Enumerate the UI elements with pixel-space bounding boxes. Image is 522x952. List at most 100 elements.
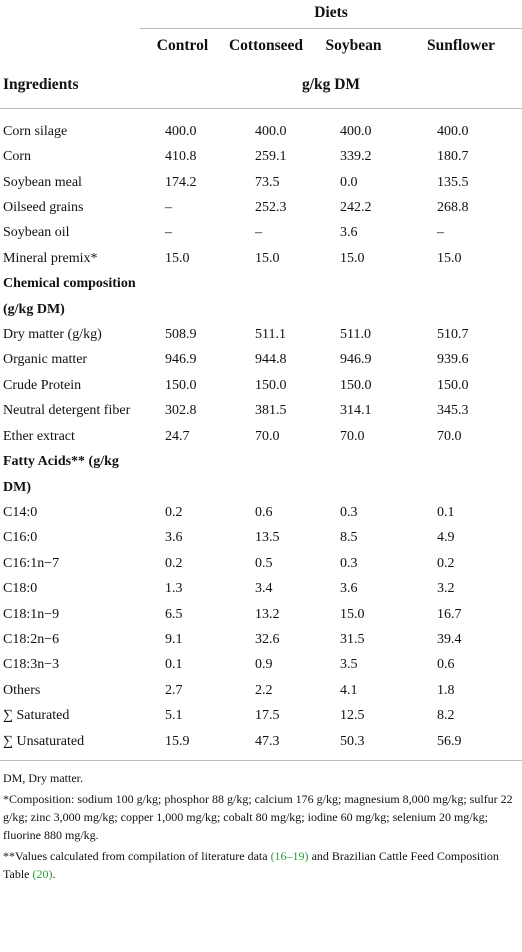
- table-row: C16:0 3.6 13.5 8.5 4.9: [0, 525, 522, 550]
- cell-value: 15.0: [255, 250, 280, 266]
- row-label: Corn silage: [3, 123, 68, 139]
- cell-value: 4.1: [340, 682, 358, 698]
- citation: (16–19): [270, 848, 309, 863]
- column-header: Soybean: [325, 37, 382, 54]
- table-row: Soybean meal 174.2 73.5 0.0 135.5: [0, 170, 522, 195]
- cell-value: 0.0: [340, 174, 358, 190]
- cell-value: 511.1: [255, 327, 286, 343]
- cell-value: 5.1: [165, 708, 183, 724]
- cell-value: 400.0: [437, 123, 469, 139]
- cell-value: 150.0: [255, 377, 287, 393]
- column-header: Sunflower: [426, 37, 496, 54]
- cell-value: 302.8: [165, 403, 197, 419]
- empty-cell: [140, 449, 225, 500]
- footnote-text: .: [52, 866, 56, 881]
- cell-value: 3.6: [340, 225, 358, 241]
- cell-value: –: [255, 225, 262, 241]
- row-label: Oilseed grains: [3, 200, 84, 216]
- cell-value: 15.0: [340, 250, 365, 266]
- group-header: Diets: [140, 0, 522, 29]
- row-label: Corn: [3, 149, 31, 165]
- cell-value: –: [165, 225, 172, 241]
- cell-value: 31.5: [340, 631, 365, 647]
- cell-value: 0.1: [437, 504, 455, 520]
- cell-value: 150.0: [340, 377, 372, 393]
- table-row: Organic matter 946.9 944.8 946.9 939.6: [0, 347, 522, 372]
- row-label: Mineral premix*: [3, 250, 98, 266]
- cell-value: 0.3: [340, 555, 358, 571]
- cell-value: 70.0: [255, 428, 280, 444]
- unit: g/kg DM: [301, 76, 361, 94]
- empty-cell: [225, 271, 307, 322]
- row-label: Soybean oil: [3, 225, 70, 241]
- cell-value: 2.2: [255, 682, 273, 698]
- row-label: C18:1n−9: [3, 606, 60, 622]
- row-label: C16:0: [3, 530, 38, 546]
- cell-value: 13.2: [255, 606, 280, 622]
- column-header: Control: [156, 37, 209, 54]
- cell-value: 15.9: [165, 733, 190, 749]
- cell-value: 314.1: [340, 403, 372, 419]
- cell-value: 150.0: [165, 377, 197, 393]
- row-header: Ingredients: [3, 76, 79, 94]
- table-row: Neutral detergent fiber 302.8 381.5 314.1 34…: [0, 398, 522, 423]
- table-body: Corn silage 400.0 400.0 400.0 400.0 Corn 410.8…: [0, 108, 522, 754]
- row-label: Neutral detergent fiber: [3, 403, 131, 419]
- row-label: Ether extract: [3, 428, 75, 444]
- cell-value: 946.9: [340, 352, 372, 368]
- cell-value: 15.0: [165, 250, 190, 266]
- row-label: Dry matter (g/kg): [3, 327, 102, 343]
- row-label: C18:3n−3: [3, 657, 60, 673]
- footnote-text: *Composition: sodium 100 g/kg; phosphor …: [3, 791, 513, 842]
- row-label: Crude Protein: [3, 377, 82, 393]
- cell-value: 944.8: [255, 352, 287, 368]
- cell-value: 410.8: [165, 149, 197, 165]
- cell-value: 16.7: [437, 606, 462, 622]
- cell-value: 0.6: [437, 657, 455, 673]
- cell-value: 32.6: [255, 631, 280, 647]
- cell-value: 946.9: [165, 352, 197, 368]
- cell-value: 180.7: [437, 149, 469, 165]
- empty-cell: [400, 449, 522, 500]
- table-row: C18:2n−6 9.1 32.6 31.5 39.4: [0, 627, 522, 652]
- row-label: C16:1n−7: [3, 555, 60, 571]
- cell-value: 1.8: [437, 682, 455, 698]
- footnote: **Values calculated from compilation of …: [3, 847, 519, 883]
- footnote-text: DM, Dry matter.: [3, 770, 83, 785]
- section-heading: Fatty Acids** (g/kg DM): [3, 454, 119, 495]
- table-row: ∑ Saturated 5.1 17.5 12.5 8.2: [0, 703, 522, 728]
- cell-value: 9.1: [165, 631, 183, 647]
- cell-value: 56.9: [437, 733, 462, 749]
- cell-value: 12.5: [340, 708, 365, 724]
- table-row: Fatty Acids** (g/kg DM): [0, 449, 522, 500]
- table-head: Diets Control Cottonseed Soybean Sunflower …: [0, 0, 522, 109]
- footnote-text: **Values calculated from compilation of …: [3, 848, 271, 863]
- citation: (20): [32, 866, 53, 881]
- table-row: C18:0 1.3 3.4 3.6 3.2: [0, 576, 522, 601]
- table-row: Crude Protein 150.0 150.0 150.0 150.0: [0, 373, 522, 398]
- cell-value: 339.2: [340, 149, 372, 165]
- cell-value: –: [165, 200, 172, 216]
- table-row: Dry matter (g/kg) 508.9 511.1 511.0 510.7: [0, 322, 522, 347]
- empty-cell: [400, 271, 522, 322]
- cell-value: 17.5: [255, 708, 280, 724]
- cell-value: 252.3: [255, 200, 287, 216]
- footnotes: DM, Dry matter. *Composition: sodium 100 …: [0, 759, 522, 883]
- table-row: ∑ Unsaturated 15.9 47.3 50.3 56.9: [0, 729, 522, 754]
- cell-value: 0.2: [165, 555, 183, 571]
- cell-value: 0.2: [437, 555, 455, 571]
- cell-value: 73.5: [255, 174, 280, 190]
- table-row: Mineral premix* 15.0 15.0 15.0 15.0: [0, 246, 522, 271]
- cell-value: 15.0: [437, 250, 462, 266]
- table-row: C14:0 0.2 0.6 0.3 0.1: [0, 500, 522, 525]
- cell-value: 3.5: [340, 657, 358, 673]
- cell-value: 242.2: [340, 200, 372, 216]
- cell-value: 50.3: [340, 733, 365, 749]
- table-row: Others 2.7 2.2 4.1 1.8: [0, 678, 522, 703]
- footnote-text: and Brazilian Cattle Feed Composition Ta…: [3, 848, 499, 881]
- table-row: C18:1n−9 6.5 13.2 15.0 16.7: [0, 602, 522, 627]
- table-row: Oilseed grains – 252.3 242.2 268.8: [0, 195, 522, 220]
- cell-value: 3.6: [340, 581, 358, 597]
- cell-value: 13.5: [255, 530, 280, 546]
- cell-value: 39.4: [437, 631, 462, 647]
